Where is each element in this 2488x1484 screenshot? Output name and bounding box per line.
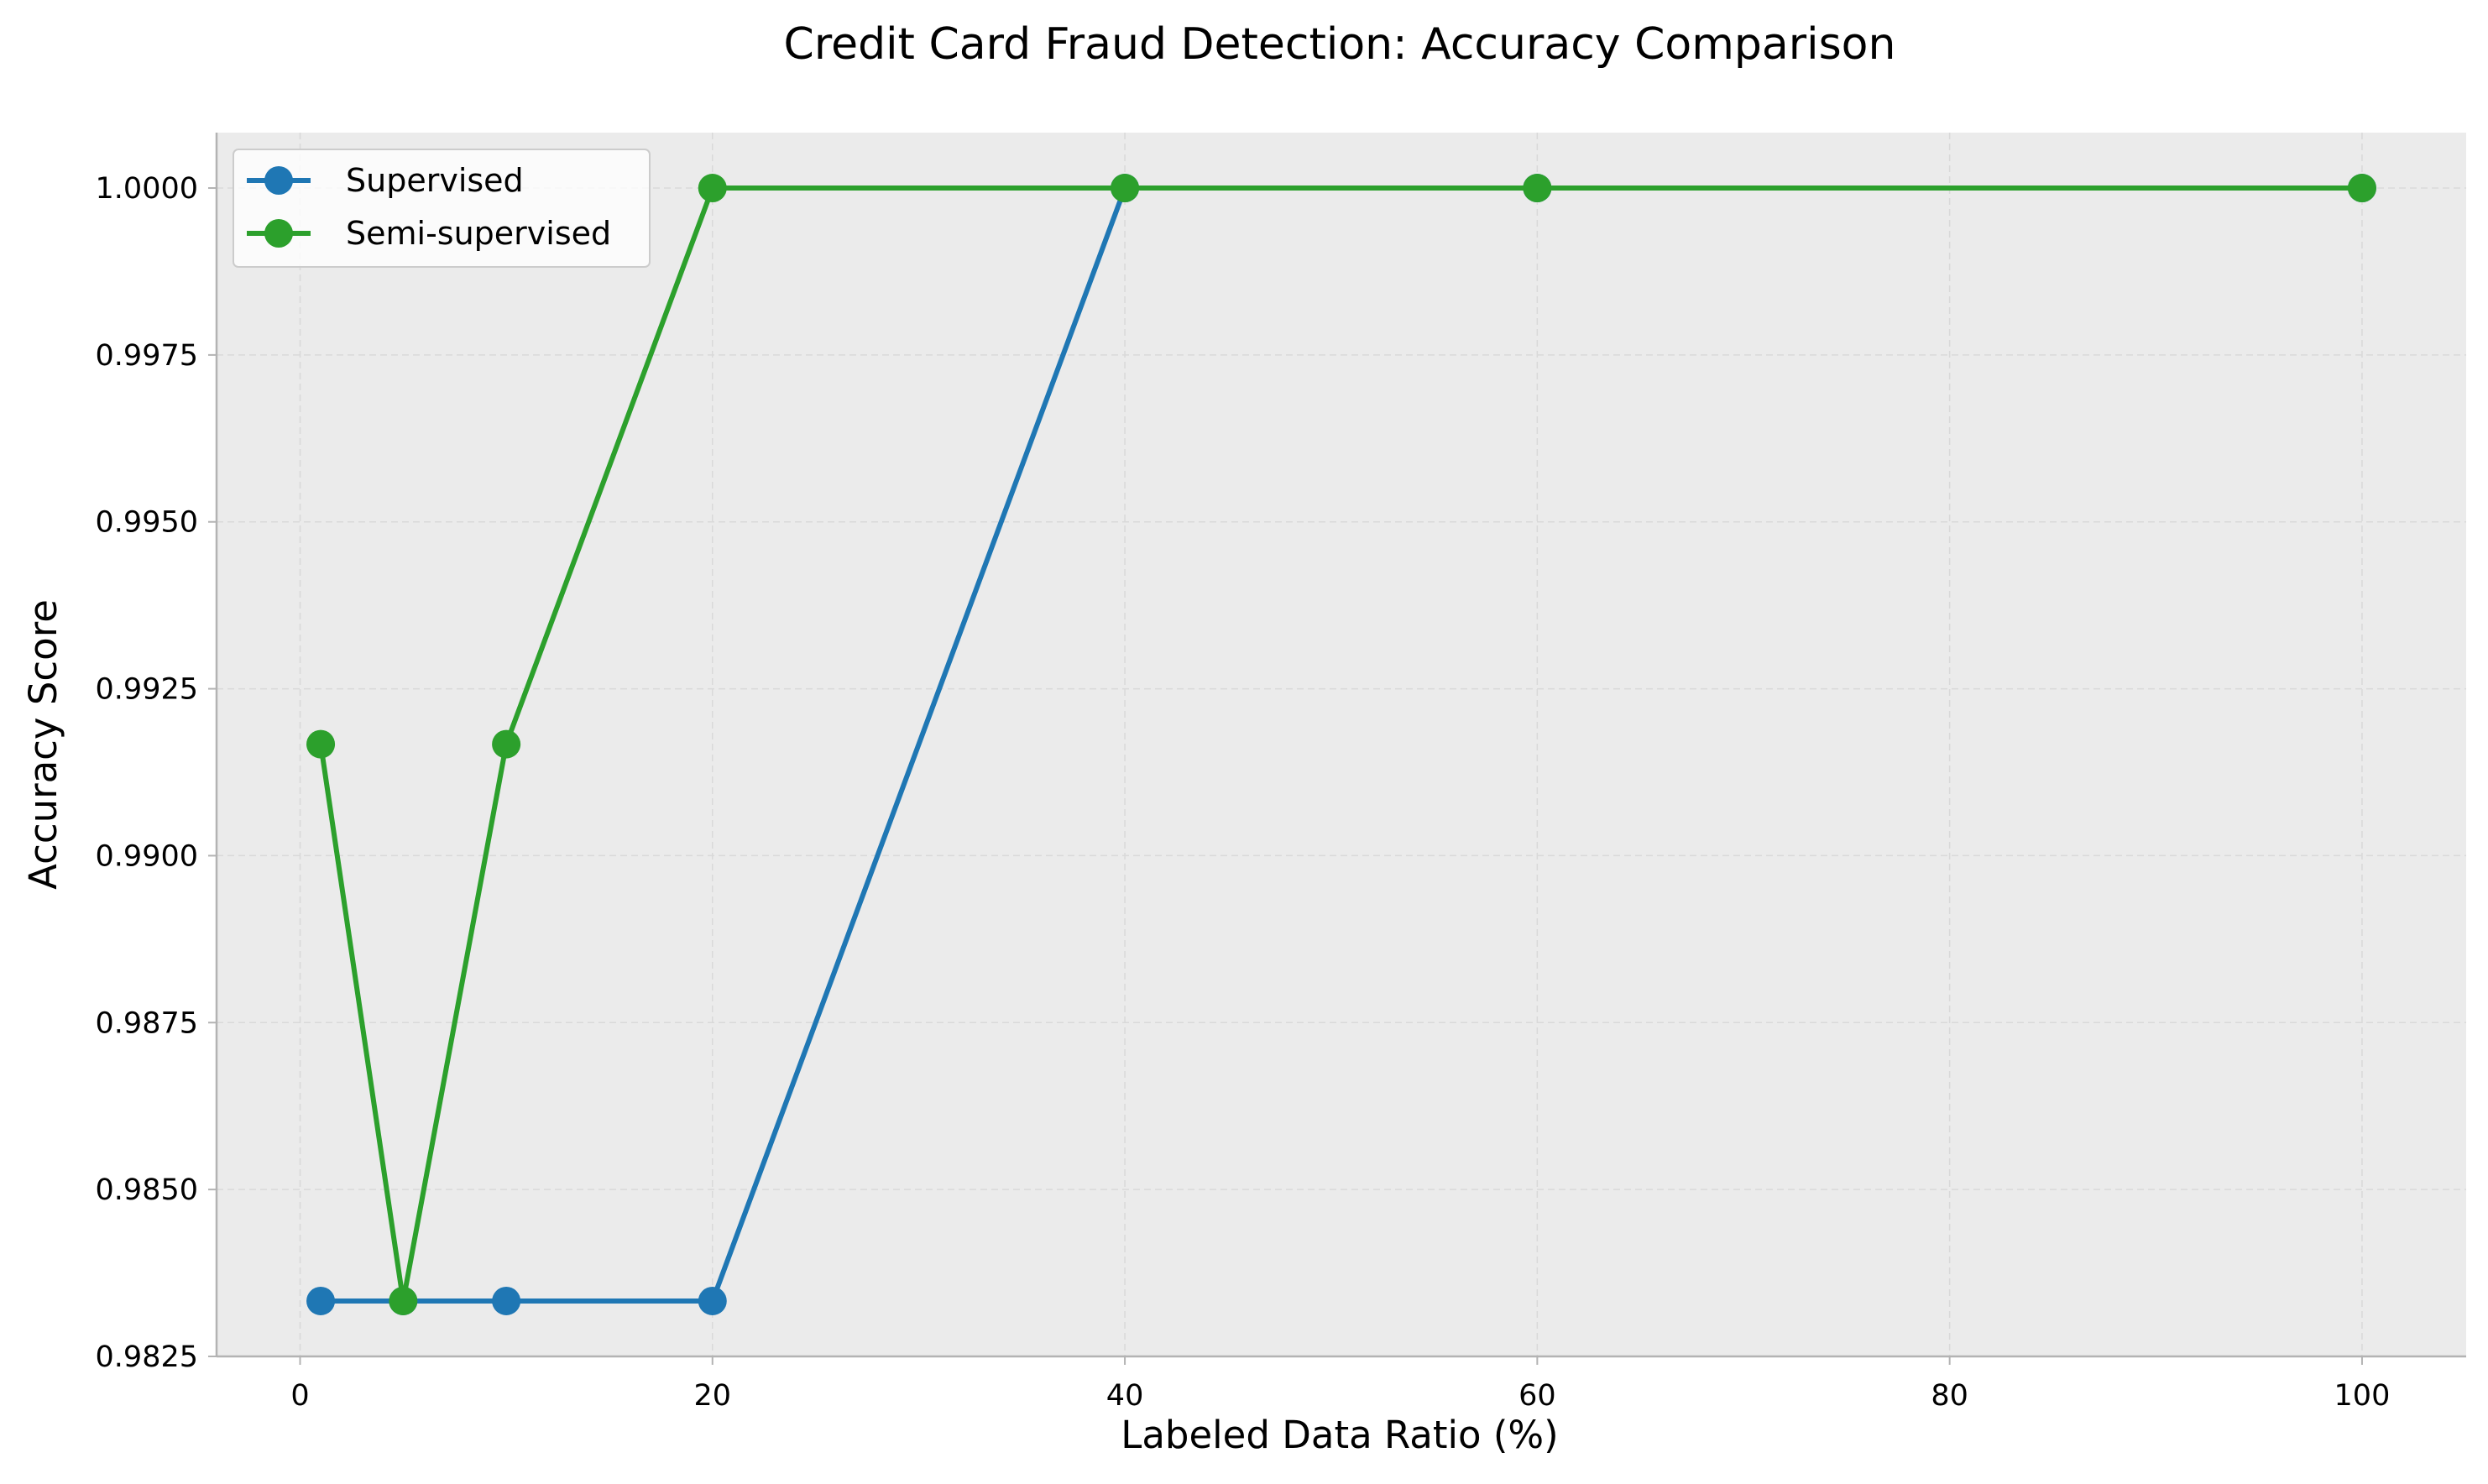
y-tick-label: 0.9950: [96, 506, 198, 540]
data-point-semi-supervised: [306, 729, 336, 759]
y-tick-label: 0.9850: [96, 1173, 198, 1207]
y-tick-label: 0.9975: [96, 339, 198, 373]
chart-title: Credit Card Fraud Detection: Accuracy Co…: [784, 19, 1896, 70]
x-tick-label: 40: [1106, 1379, 1144, 1413]
data-point-supervised: [492, 1286, 521, 1315]
x-axis-label: Labeled Data Ratio (%): [1121, 1413, 1558, 1457]
plot-area: [217, 133, 2466, 1356]
y-tick-label: 0.9925: [96, 673, 198, 707]
y-tick-label: 1.0000: [96, 172, 198, 206]
tick-labels: 0 20 40 60 80 100 0.9825 0.9850 0.9875 0.9900 0.99…: [96, 172, 2391, 1413]
x-tick-label: 60: [1518, 1379, 1556, 1413]
legend-label-semi-supervised: Semi-supervised: [346, 215, 611, 252]
x-tick-label: 0: [290, 1379, 309, 1413]
data-point-supervised: [306, 1286, 336, 1315]
y-tick-label: 0.9875: [96, 1006, 198, 1040]
axes: [208, 133, 2466, 1365]
legend-label-supervised: Supervised: [346, 162, 524, 199]
x-tick-label: 20: [694, 1379, 732, 1413]
data-point-semi-supervised: [1111, 174, 1140, 203]
legend: Supervised Semi-supervised: [233, 149, 651, 268]
y-axis-label: Accuracy Score: [21, 599, 65, 890]
data-point-semi-supervised: [492, 729, 521, 759]
data-point-supervised: [698, 1286, 727, 1315]
legend-marker-semi-supervised: [264, 219, 293, 248]
data-point-semi-supervised: [698, 174, 727, 203]
x-tick-label: 100: [2334, 1379, 2391, 1413]
y-tick-label: 0.9900: [96, 839, 198, 873]
data-point-semi-supervised: [389, 1286, 418, 1315]
legend-marker-supervised: [264, 166, 293, 195]
data-point-semi-supervised: [2347, 174, 2376, 203]
series-semi-supervised: [306, 174, 2376, 1315]
x-tick-label: 80: [1931, 1379, 1968, 1413]
data-point-semi-supervised: [1523, 174, 1552, 203]
y-tick-label: 0.9825: [96, 1340, 198, 1374]
legend-box: [233, 149, 651, 268]
data-series: [306, 174, 2376, 1315]
